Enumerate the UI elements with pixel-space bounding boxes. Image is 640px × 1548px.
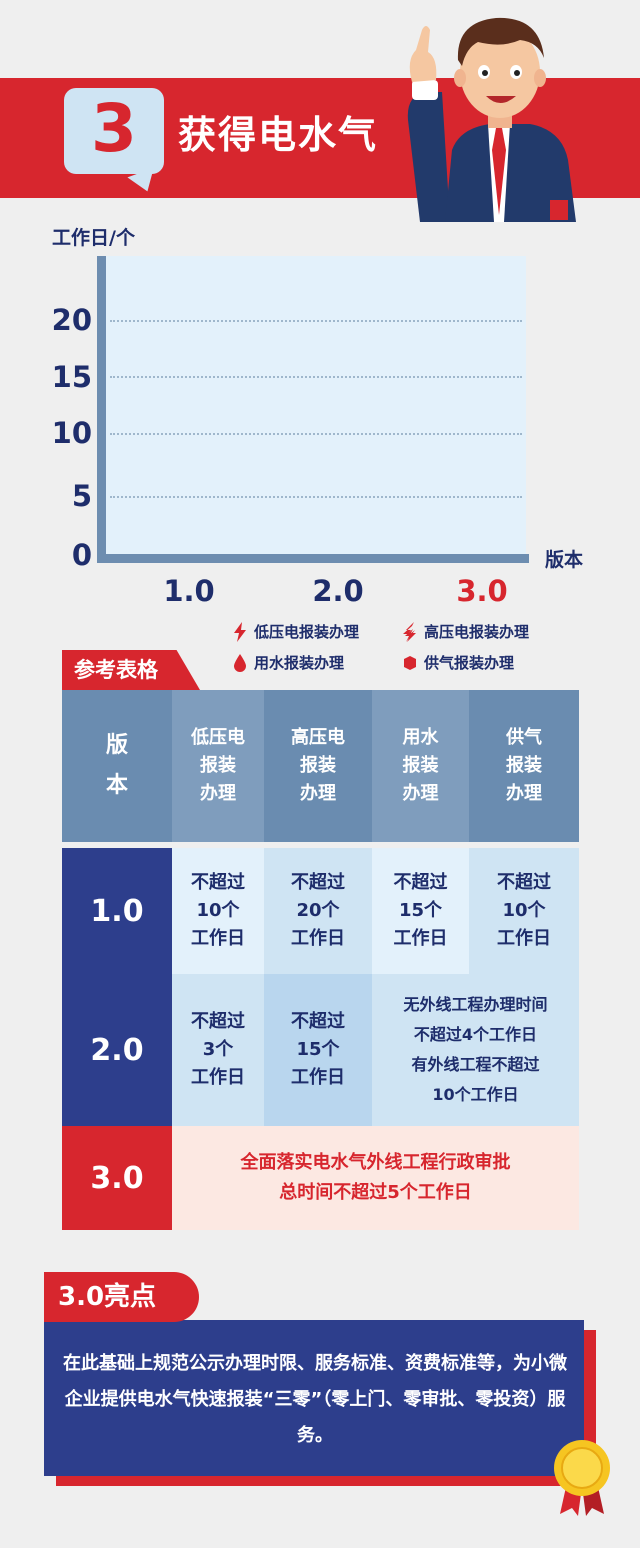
legend-item: 用水报装办理 [232, 651, 344, 675]
table-cell: 不超过 3个 工作日 [172, 974, 264, 1126]
x-tick-label: 2.0 [312, 574, 364, 608]
table-header-cell: 高压电 报装 办理 [264, 690, 372, 842]
gas-icon [404, 656, 416, 670]
y-axis-label: 工作日/个 [52, 227, 135, 249]
y-tick-label: 20 [51, 303, 92, 337]
medal-icon [554, 1440, 610, 1516]
gridline [110, 376, 522, 378]
table-header-cell: 版 本 [62, 690, 172, 842]
y-tick-label: 5 [71, 479, 92, 513]
table-header-cell: 用水 报装 办理 [372, 690, 469, 842]
table-version-cell: 1.0 [62, 848, 172, 974]
legend-item: 供气报装办理 [402, 651, 514, 675]
x-axis [97, 554, 529, 563]
legend-label: 用水报装办理 [254, 654, 345, 672]
table-cell: 不超过 10个 工作日 [172, 848, 264, 974]
gridline [110, 433, 522, 435]
plot-area [104, 256, 526, 555]
table-header-cell: 供气 报装 办理 [469, 690, 579, 842]
table-cell: 不超过 20个 工作日 [264, 848, 372, 974]
legend-label: 供气报装办理 [424, 654, 515, 672]
gridline [110, 496, 522, 498]
x-tick-label: 1.0 [163, 574, 215, 608]
table-version-cell: 2.0 [62, 974, 172, 1126]
table-cell: 不超过 15个 工作日 [264, 974, 372, 1126]
gridline [110, 320, 522, 322]
highlight-tag: 3.0亮点 [44, 1272, 199, 1322]
legend-item: 低压电报装办理 [232, 620, 359, 644]
legend-label: 高压电报装办理 [424, 623, 530, 641]
highlight-text: 在此基础上规范公示办理时限、服务标准、资费标准等，为小微企业提供电水气快速报装“… [63, 1353, 567, 1446]
number-bubble [64, 88, 164, 174]
y-axis [97, 256, 106, 562]
table-cell: 不超过 10个 工作日 [469, 848, 579, 974]
y-tick-label: 0 [71, 538, 92, 572]
table-header-cell: 低压电 报装 办理 [172, 690, 264, 842]
highlight-box [44, 1320, 584, 1476]
lightning-icon [234, 622, 246, 642]
y-tick-label: 10 [51, 416, 92, 450]
reference-table-tag: 参考表格 [62, 650, 200, 690]
double-lightning-icon [403, 622, 416, 642]
legend-label: 低压电报装办理 [254, 623, 360, 641]
table-version-cell: 3.0 [62, 1126, 172, 1230]
x-axis-label: 版本 [545, 549, 584, 571]
x-tick-label: 3.0 [456, 574, 508, 608]
table-merged-cell: 无外线工程办理时间 不超过4个工作日 有外线工程不超过 10个工作日 [372, 974, 579, 1126]
page-title: 获得电水气 [178, 113, 379, 157]
y-tick-label: 15 [51, 360, 92, 394]
legend-item: 高压电报装办理 [402, 620, 529, 644]
table-merged-cell: 全面落实电水气外线工程行政审批 总时间不超过5个工作日 [172, 1126, 579, 1230]
table-cell: 不超过 15个 工作日 [372, 848, 469, 974]
presenter-illustration [407, 17, 576, 222]
water-drop-icon [234, 654, 246, 672]
section-number: 3 [91, 90, 137, 167]
